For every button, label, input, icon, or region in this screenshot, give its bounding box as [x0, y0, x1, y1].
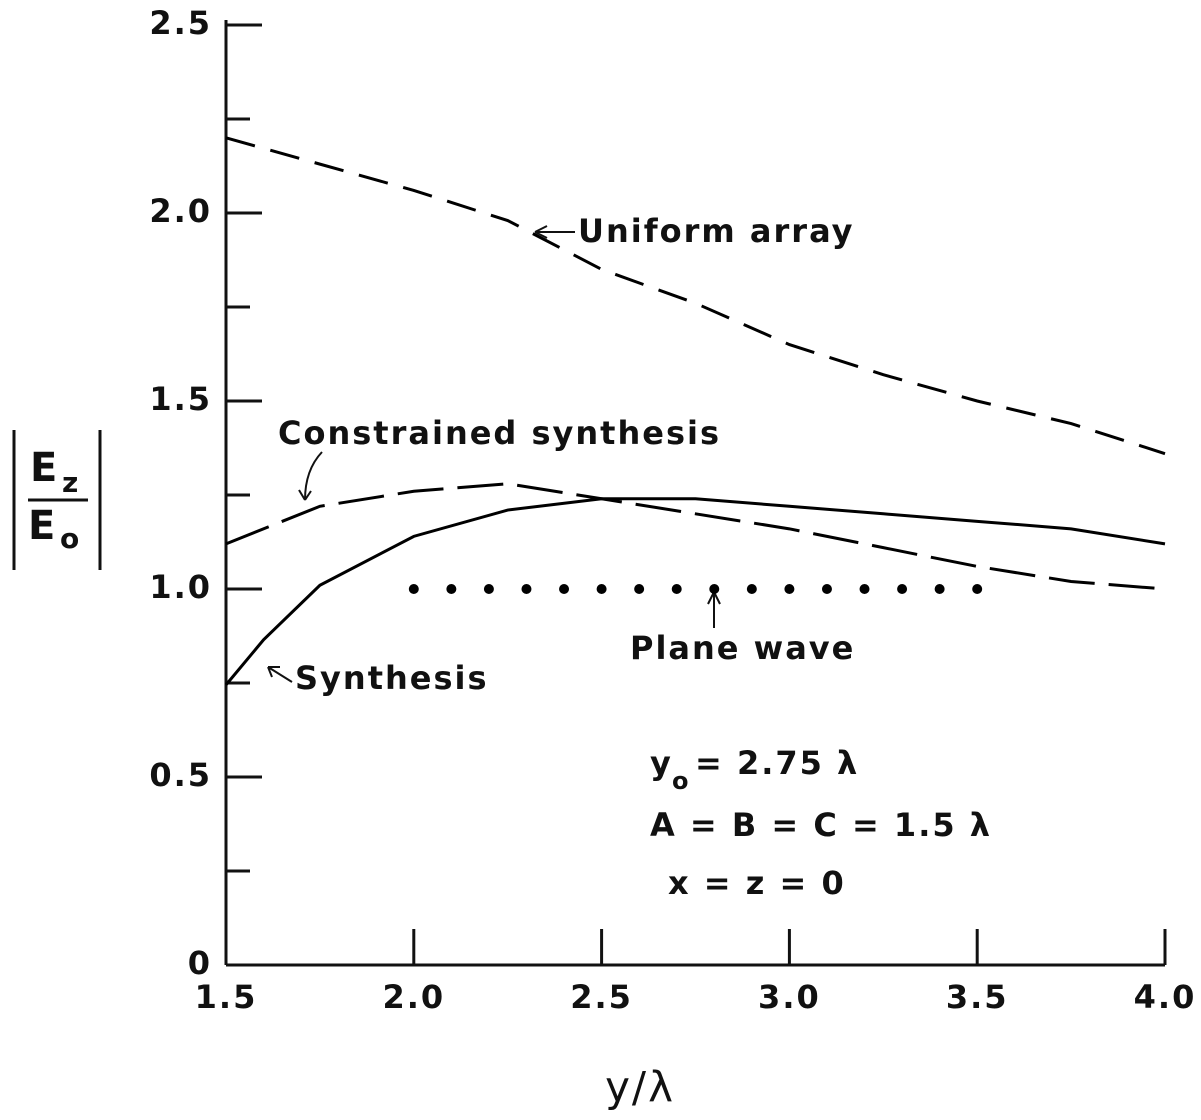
series-line — [224, 497, 1166, 686]
y-tick-label: 0 — [188, 944, 212, 982]
x-tick-label: 2.5 — [570, 978, 633, 1016]
y-label-bottom: E — [28, 503, 57, 549]
annotation-arrows — [267, 225, 721, 683]
annotation: x = z = 0 — [668, 864, 846, 902]
x-tick-label: 3.5 — [946, 978, 1009, 1016]
x-tick-label: 4.0 — [1134, 978, 1197, 1016]
series-label: Constrained synthesis — [278, 414, 721, 452]
x-tick-label: 1.5 — [195, 978, 258, 1016]
series-line — [225, 136, 1166, 456]
annotation: = 2.75 λ — [695, 744, 859, 782]
dot — [972, 584, 983, 594]
dot — [784, 584, 795, 594]
dot — [671, 584, 682, 594]
y-label-top-sub: z — [62, 466, 80, 499]
y-tick-label: 2.0 — [149, 192, 212, 230]
y-tick-label: 0.5 — [149, 756, 212, 794]
x-tick-label: 3.0 — [758, 978, 821, 1016]
dot — [559, 584, 570, 594]
y-tick-label: 1.0 — [149, 568, 212, 606]
x-axis-label: y/λ — [605, 1063, 675, 1112]
dot — [897, 584, 908, 594]
series-label: Plane wave — [630, 629, 855, 667]
dot — [483, 584, 494, 594]
dot — [821, 584, 832, 594]
y-label-bottom-sub: o — [60, 522, 81, 555]
x-tick-label: 2.0 — [382, 978, 445, 1016]
series-line — [225, 482, 1166, 591]
dot — [934, 584, 945, 594]
dot — [709, 584, 720, 594]
dot — [634, 584, 645, 594]
annotation: o — [672, 767, 691, 795]
series-label: Uniform array — [578, 212, 855, 250]
series-label: Synthesis — [295, 659, 489, 697]
dot — [521, 584, 532, 594]
dot — [859, 584, 870, 594]
dot — [408, 584, 419, 594]
dot — [746, 584, 757, 594]
dot — [596, 584, 607, 594]
y-tick-label: 2.5 — [149, 4, 212, 42]
annotation: A = B = C = 1.5 λ — [650, 806, 992, 844]
y-label-top: E — [30, 445, 59, 491]
y-tick-label: 1.5 — [149, 380, 212, 418]
annotation: y — [650, 744, 673, 782]
dot — [446, 584, 457, 594]
